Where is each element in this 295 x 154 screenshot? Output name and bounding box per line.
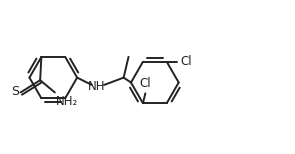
- Text: NH: NH: [88, 80, 106, 93]
- Text: Cl: Cl: [180, 55, 192, 68]
- Text: Cl: Cl: [140, 77, 151, 90]
- Text: S: S: [11, 85, 19, 98]
- Text: NH₂: NH₂: [56, 95, 78, 108]
